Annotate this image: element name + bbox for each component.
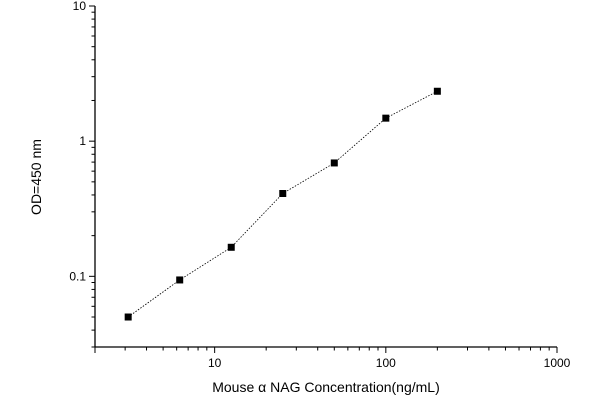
x-axis-label: Mouse α NAG Concentration(ng/mL) <box>212 379 440 395</box>
data-point <box>330 159 338 167</box>
y-axis-label: OD=450 nm <box>28 139 44 215</box>
ticks: 10 100 1000 0.1 1 10 <box>69 0 570 370</box>
y-tick-label: 0.1 <box>69 269 86 283</box>
x-tick-label: 100 <box>376 356 396 370</box>
data-point <box>433 87 441 95</box>
y-tick-label: 10 <box>73 0 87 13</box>
data-point <box>382 114 390 122</box>
y-tick-label: 1 <box>79 134 86 148</box>
data-point <box>124 313 132 321</box>
series <box>124 87 441 321</box>
axes <box>94 6 557 348</box>
x-tick-label: 10 <box>208 356 222 370</box>
data-point <box>227 243 235 251</box>
data-point <box>176 276 184 284</box>
data-point <box>279 190 287 198</box>
series-line <box>127 90 438 318</box>
x-tick-label: 1000 <box>544 356 571 370</box>
